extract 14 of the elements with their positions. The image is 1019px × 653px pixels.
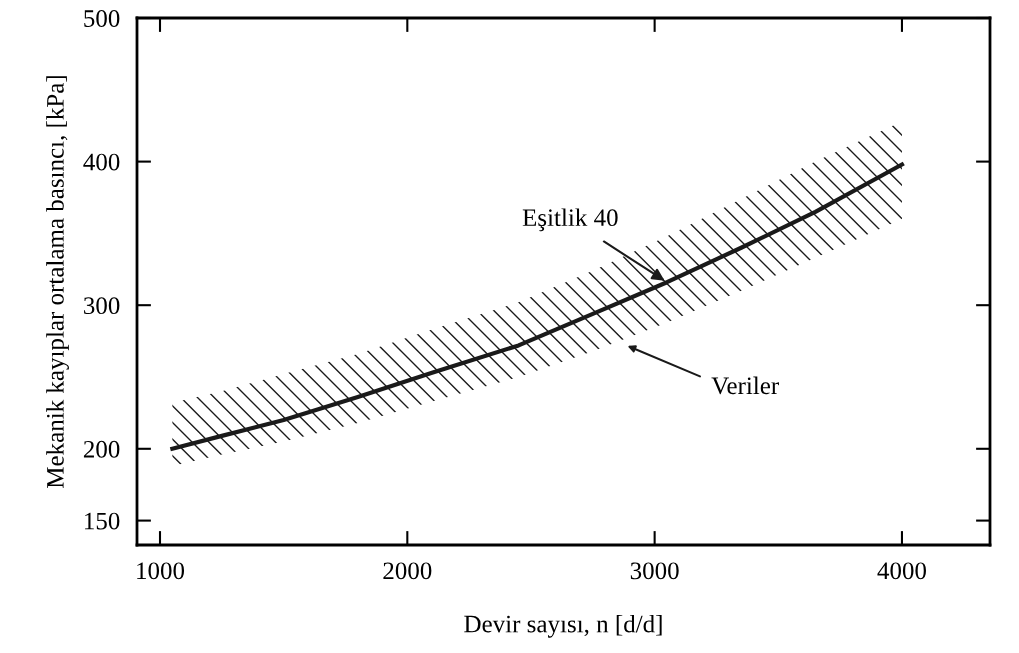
x-tick-label: 4000	[877, 562, 926, 580]
y-axis-title: Mekanik kayıplar ortalama basıncı, [kPa]	[46, 76, 69, 489]
x-axis-title: Devir sayısı, n [d/d]	[464, 614, 662, 638]
annotation: Eşitlik 40	[522, 208, 618, 232]
x-tick-label: 3000	[630, 562, 679, 580]
x-tick-label: 2000	[383, 562, 432, 580]
y-tick-label: 150	[85, 512, 120, 530]
x-tick-label: 1000	[137, 562, 185, 580]
line-series	[170, 162, 905, 451]
y-tick-label: 500	[84, 10, 120, 27]
y-tick-label: 400	[83, 153, 120, 171]
y-tick-label: 300	[84, 297, 120, 315]
annotation: Veriler	[711, 376, 779, 395]
y-tick-label: 200	[83, 440, 120, 458]
